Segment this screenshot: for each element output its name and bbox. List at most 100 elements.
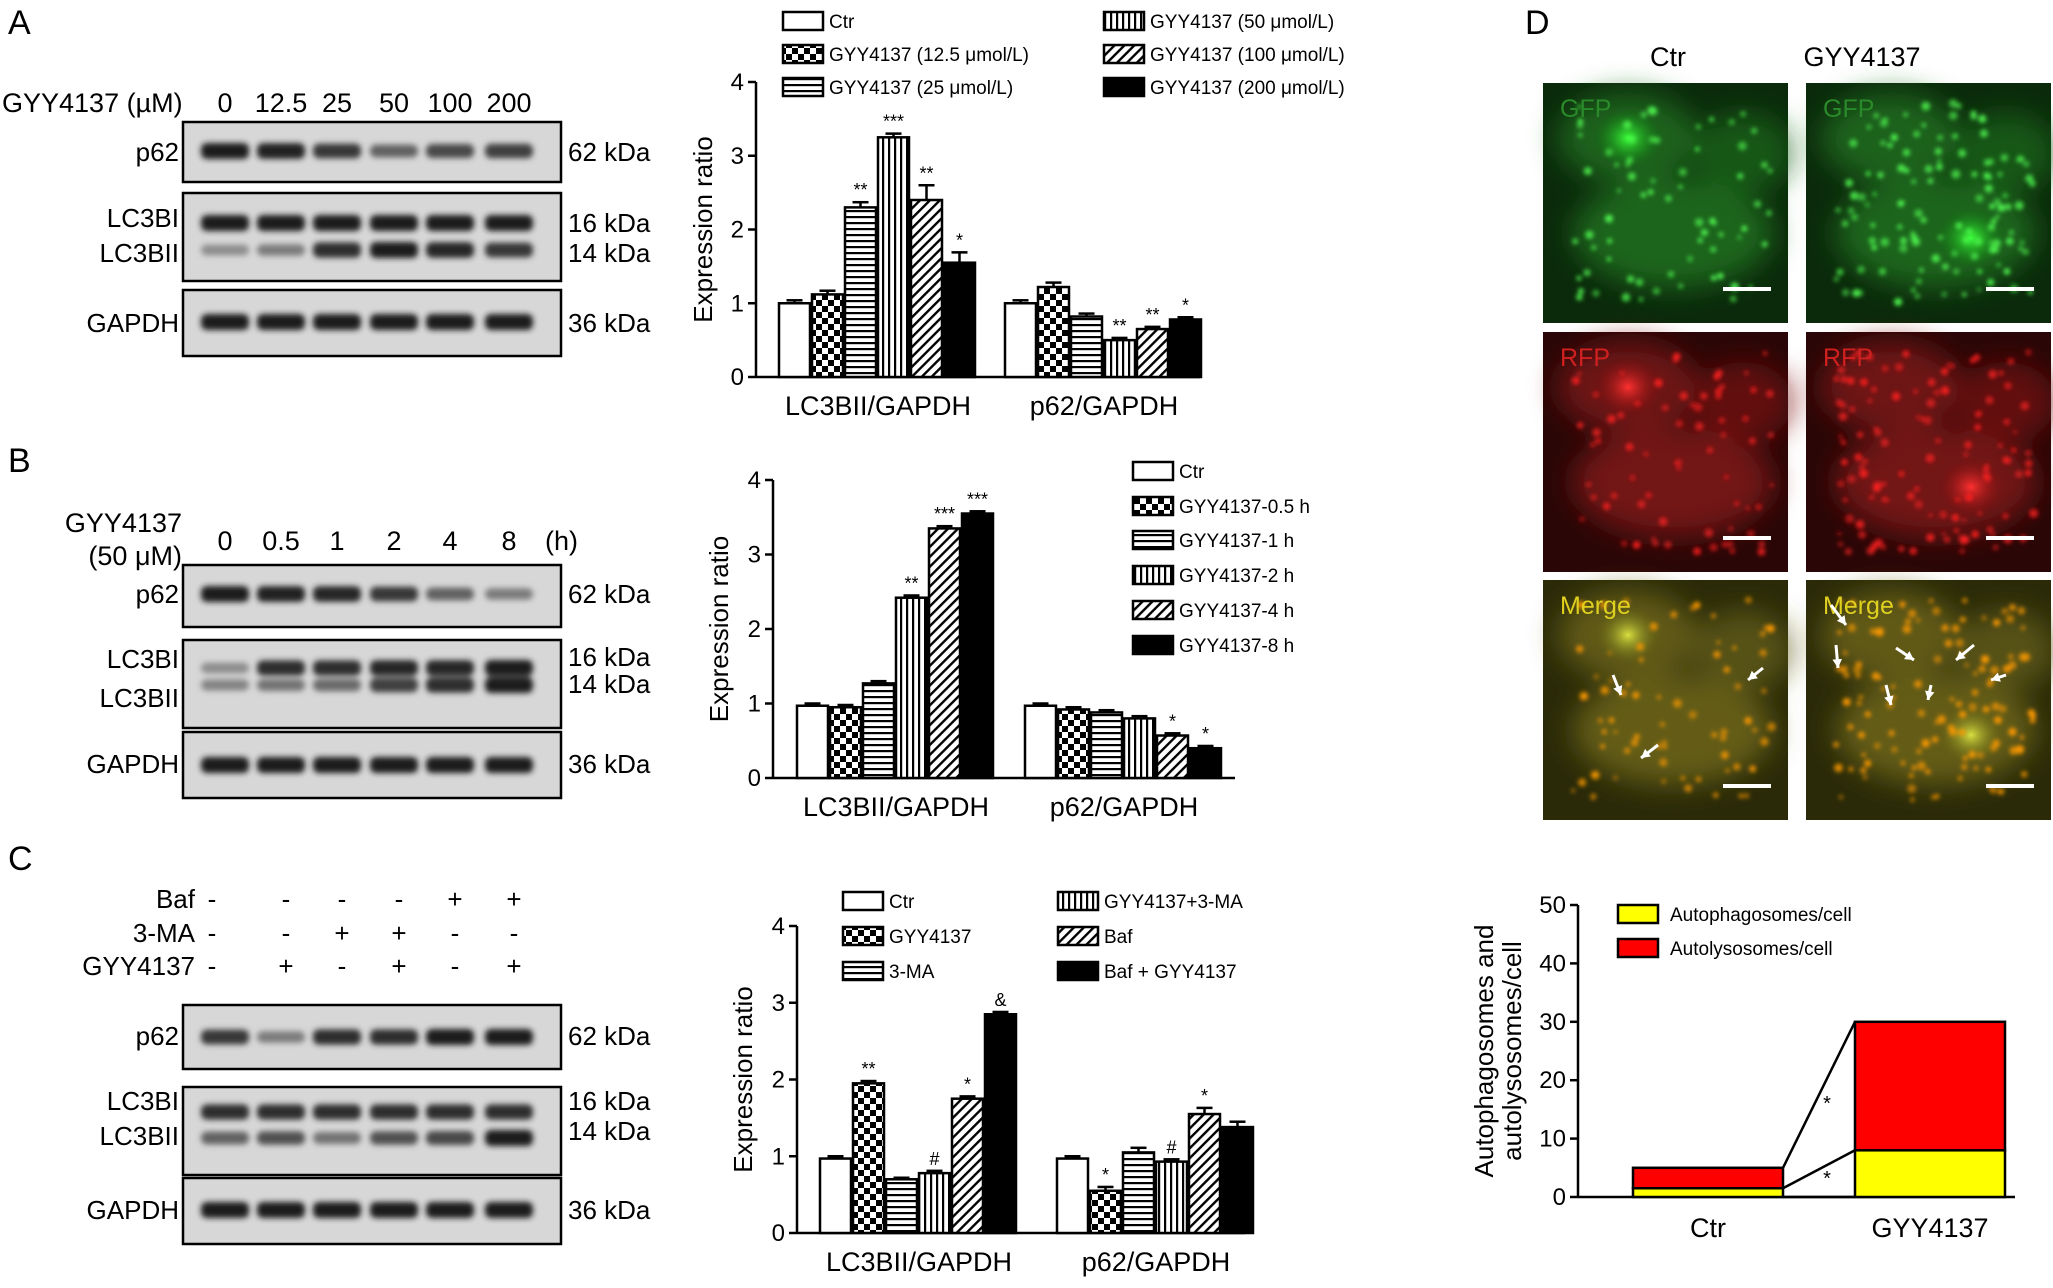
blot-box [181,191,563,283]
punctum [1849,191,1859,200]
blot-band [370,660,418,676]
punctum [1864,711,1871,718]
blot-band [426,1029,474,1045]
punctum [1858,530,1866,539]
blot-band [370,586,418,602]
blot-band [201,757,249,773]
punctum [1851,213,1859,221]
punctum [1900,237,1908,245]
blot-band [370,1104,418,1120]
punctum [2025,349,2032,356]
punctum [1592,428,1601,437]
punctum [1856,701,1862,706]
punctum [1835,207,1841,213]
significance-marker: # [929,1149,939,1169]
punctum [1948,111,1958,120]
punctum [1619,370,1625,376]
punctum [1898,470,1905,477]
nucleus [1594,605,1662,665]
punctum [1933,655,1942,664]
punctum [2022,160,2030,168]
punctum [1914,680,1923,689]
legend-label: GYY4137+3-MA [1104,892,1243,913]
blot-row-label: LC3BII [100,238,180,268]
punctum [1857,265,1865,274]
punctum [1854,349,1863,357]
puncta [1833,99,2036,306]
punctum [1899,199,1905,206]
blot-band [201,143,249,159]
punctum [1621,540,1628,547]
blot-band [257,215,305,231]
punctum [1937,235,1944,241]
treatment-label: 3-MA [133,918,196,948]
blot-band [201,1029,249,1045]
punctum [1953,268,1960,275]
significance-marker: * [964,1074,971,1094]
punctum [1842,650,1848,656]
punctum [1992,739,2001,748]
treatment-mark: - [451,951,460,981]
punctum [1741,225,1748,232]
blot-row-label: LC3BII [100,1121,180,1151]
punctum [1837,366,1845,374]
punctum [1987,278,1995,286]
bar [950,1097,985,1235]
punctum [2021,771,2028,778]
blot-size-label: 14 kDa [568,669,651,699]
punctum [2000,154,2009,162]
punctum [1726,540,1734,548]
stacked-bar-segment [1853,1149,2007,1199]
punctum [2029,508,2039,518]
punctum [2018,246,2023,251]
y-tick-label: 2 [772,1067,785,1094]
punctum [2009,729,2017,737]
punctum [1606,238,1613,244]
micro-col-label-ctr: Ctr [1650,42,1686,72]
bar [1088,1189,1123,1235]
punctum [1951,169,1961,179]
punctum [1862,774,1868,780]
punctum [1572,238,1579,245]
punctum [1917,709,1925,717]
legend-swatch [841,890,885,912]
blot-size-label: 62 kDa [568,1021,651,1051]
blot-size-label: 36 kDa [568,1195,651,1225]
y-tick-label: 2 [748,616,761,643]
punctum [1578,132,1583,138]
legend-swatch [1131,599,1175,621]
significance-marker: * [1201,1086,1208,1106]
punctum [1748,437,1756,445]
y-tick-label: 0 [731,364,744,391]
blot-row-label: GAPDH [87,749,179,779]
punctum [1973,766,1979,771]
punctum [1577,371,1582,376]
punctum [1937,715,1946,724]
legend-swatch [781,76,825,98]
punctum [1971,171,1978,178]
punctum [1715,393,1722,400]
punctum [1941,624,1949,632]
punctum [1931,254,1940,263]
punctum [1982,705,1990,713]
blot-row-label: LC3BI [107,1086,179,1116]
cell-body [1821,590,1961,680]
legend-swatch [1102,10,1146,32]
punctum [1626,156,1633,164]
blot-band [485,677,533,693]
punctum [1678,283,1684,289]
punctum [1990,531,1996,538]
punctum [1840,439,1845,444]
punctum [1659,758,1668,767]
punctum [1836,268,1844,276]
punctum [1662,744,1667,750]
punctum [1841,220,1849,227]
punctum [1696,124,1701,130]
panel-letter-c: C [8,840,33,878]
cell-body [1956,610,2053,690]
significance-marker: ** [853,180,867,200]
punctum [1673,352,1681,361]
punctum [1623,120,1632,130]
punctum [1976,751,1984,759]
